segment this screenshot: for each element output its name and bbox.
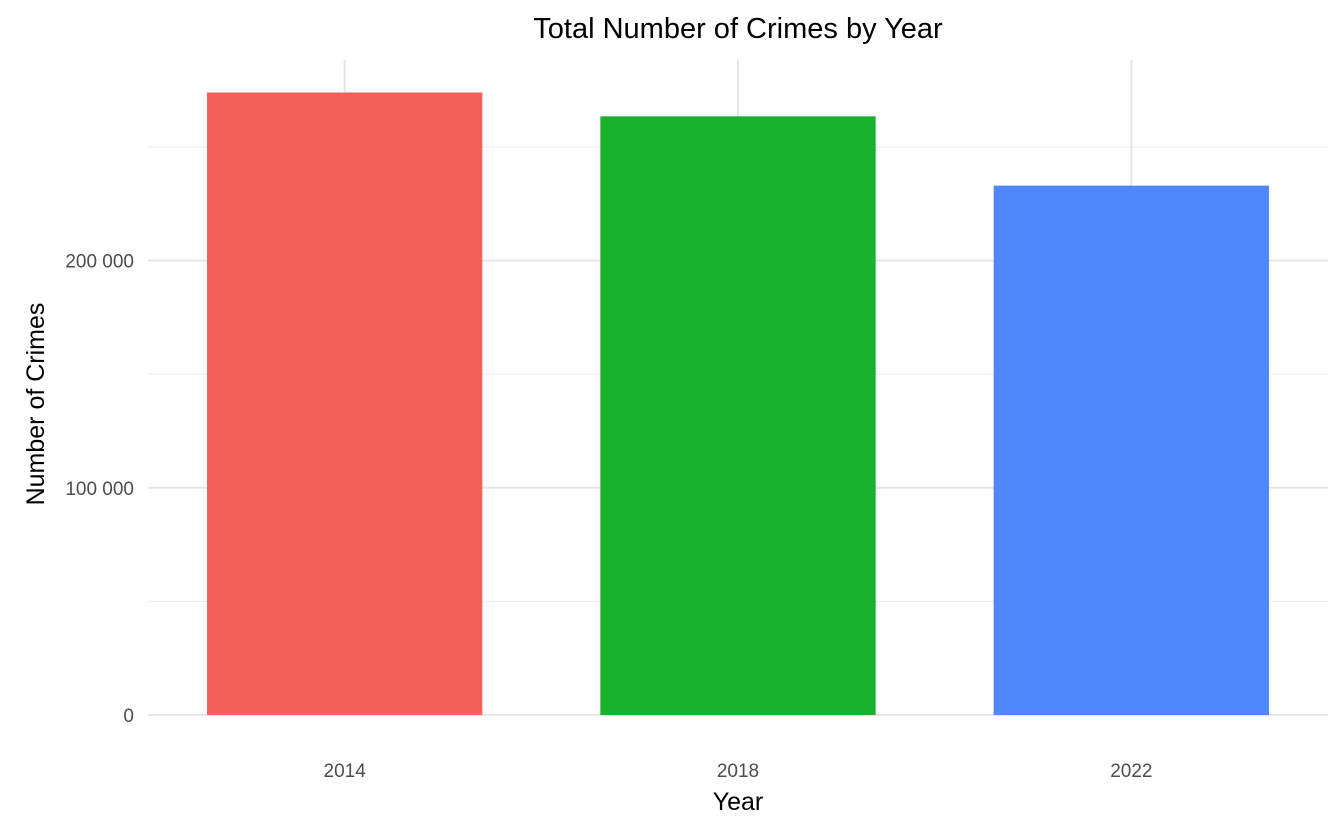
chart-title: Total Number of Crimes by Year [533, 13, 943, 45]
x-tick-label: 2022 [1110, 761, 1152, 782]
bar-2014 [207, 92, 483, 716]
y-tick-label: 100 000 [65, 479, 134, 500]
y-axis-ticks: 0 100 000 200 000 [65, 252, 134, 727]
x-tick-label: 2014 [324, 761, 367, 782]
bars [207, 92, 1269, 716]
bar-2022 [993, 185, 1269, 715]
y-tick-label: 0 [123, 706, 134, 727]
x-tick-label: 2018 [717, 761, 759, 782]
y-tick-label: 200 000 [65, 252, 134, 273]
bar-2018 [600, 116, 876, 715]
x-axis-title: Year [713, 788, 764, 816]
x-axis-ticks: 2014 2018 2022 [324, 761, 1153, 782]
y-axis-title: Number of Crimes [22, 303, 50, 506]
